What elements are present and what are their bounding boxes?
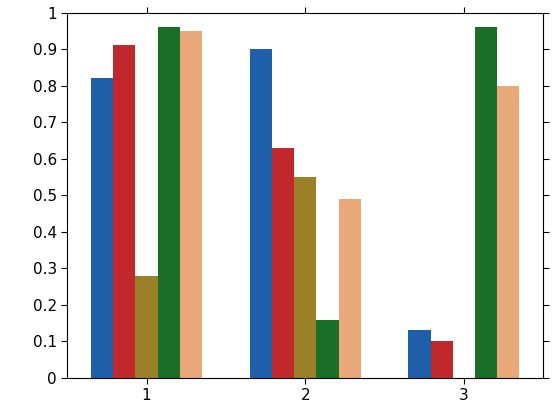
Bar bbox=[338, 199, 361, 378]
Bar bbox=[294, 177, 316, 378]
Bar bbox=[250, 49, 272, 378]
Bar bbox=[113, 45, 136, 378]
Bar bbox=[272, 148, 294, 378]
Bar bbox=[408, 331, 431, 378]
Bar bbox=[158, 27, 180, 378]
Bar bbox=[180, 31, 202, 378]
Bar bbox=[91, 79, 113, 378]
Bar bbox=[497, 86, 519, 378]
Bar bbox=[316, 320, 338, 378]
Bar bbox=[475, 27, 497, 378]
Bar bbox=[136, 276, 157, 378]
Bar bbox=[431, 341, 452, 378]
